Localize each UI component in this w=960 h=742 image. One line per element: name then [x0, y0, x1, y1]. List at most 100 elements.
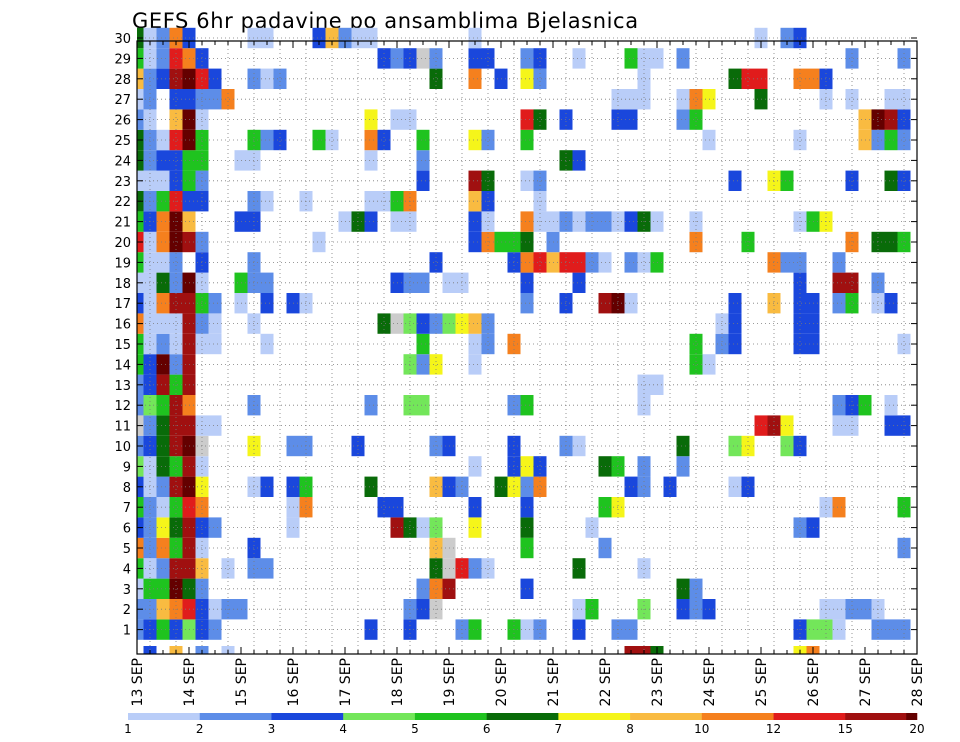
heatmap-cell [169, 27, 183, 49]
y-tick-label: 27 [114, 93, 131, 108]
heatmap-cell [260, 191, 274, 212]
colorbar-segment [845, 713, 918, 720]
heatmap-cell [169, 558, 183, 579]
x-tick-label: 13 SEP [130, 658, 146, 706]
heatmap-cell [481, 129, 495, 151]
x-tick-label: 25 SEP [754, 658, 770, 706]
heatmap-cell [156, 476, 170, 497]
heatmap-cell [156, 374, 170, 395]
heatmap-cell [884, 170, 898, 191]
heatmap-cell [156, 619, 170, 640]
heatmap-cell [416, 150, 430, 171]
heatmap-cell [689, 333, 703, 355]
heatmap-cell [481, 313, 495, 334]
y-tick-label: 26 [114, 114, 131, 129]
colorbar-segment [630, 713, 703, 720]
colorbar-segment [199, 713, 272, 720]
heatmap-cell [793, 293, 807, 314]
x-tick-label: 18 SEP [390, 658, 406, 706]
heatmap-cell [793, 252, 807, 273]
heatmap-cell [845, 293, 859, 314]
x-tick-label: 21 SEP [546, 658, 562, 706]
heatmap-cell [468, 129, 482, 151]
heatmap-cell [208, 333, 222, 355]
heatmap-cell [429, 517, 443, 538]
heatmap-cell [793, 517, 807, 538]
heatmap-cell [260, 27, 274, 49]
heatmap-cell [416, 129, 430, 151]
colorbar-label: 20 [909, 722, 924, 736]
y-tick-label: 4 [123, 562, 131, 577]
heatmap-cell [897, 48, 911, 69]
heatmap-cell [156, 170, 170, 191]
heatmap-cell [520, 211, 534, 232]
heatmap-cell [221, 558, 235, 579]
heatmap-cell [364, 211, 378, 232]
colorbar-label: 15 [838, 722, 853, 736]
heatmap-cell [520, 456, 534, 477]
heatmap-cell [156, 231, 170, 253]
heatmap-cell [156, 27, 170, 49]
colorbar-segment [414, 713, 487, 720]
heatmap-cell [169, 517, 183, 538]
y-tick-label: 18 [114, 277, 131, 292]
colorbar-label: 2 [196, 722, 204, 736]
heatmap-cell [572, 619, 586, 640]
heatmap-cell [221, 89, 235, 110]
heatmap-cell [520, 252, 534, 273]
heatmap-cells [137, 27, 911, 654]
y-tick-label: 5 [123, 542, 131, 557]
heatmap-cell [481, 333, 495, 355]
heatmap-cell [793, 129, 807, 151]
heatmap-cell [637, 252, 651, 273]
heatmap-cell [533, 252, 547, 273]
heatmap-cell [416, 354, 430, 375]
heatmap-cell [585, 517, 599, 538]
heatmap-cell [832, 293, 846, 314]
heatmap-cell [572, 272, 586, 293]
heatmap-cell [520, 68, 534, 89]
heatmap-cell [169, 313, 183, 334]
y-tick-label: 15 [114, 338, 131, 353]
heatmap-cell [572, 48, 586, 69]
heatmap-cell [468, 211, 482, 232]
heatmap-cell [481, 170, 495, 191]
x-tick-label: 26 SEP [806, 658, 822, 706]
heatmap-cell [468, 191, 482, 212]
heatmap-cell [208, 313, 222, 334]
heatmap-cell [156, 129, 170, 151]
heatmap-cell [728, 170, 742, 191]
heatmap-cell [169, 578, 183, 599]
heatmap-cell [156, 272, 170, 293]
heatmap-cell [624, 48, 638, 69]
heatmap-cell [793, 27, 807, 49]
heatmap-cell [377, 313, 391, 334]
y-tick-label: 19 [114, 256, 131, 271]
heatmap-cell [156, 354, 170, 375]
x-tick-label: 27 SEP [858, 658, 874, 706]
heatmap-cell [780, 170, 794, 191]
heatmap-cell [273, 129, 287, 151]
heatmap-cell [169, 456, 183, 477]
heatmap-cell [429, 578, 443, 599]
heatmap-cell [169, 68, 183, 89]
heatmap-cell [156, 293, 170, 314]
x-tick-label: 24 SEP [702, 658, 718, 706]
heatmap-cell [689, 109, 703, 130]
heatmap-cell [533, 476, 547, 497]
heatmap-cell [364, 395, 378, 416]
y-tick-label: 10 [114, 440, 131, 455]
heatmap-cell [832, 252, 846, 273]
x-tick-label: 14 SEP [182, 658, 198, 706]
heatmap-cell [793, 68, 807, 89]
heatmap-cell [208, 293, 222, 314]
heatmap-cell [520, 109, 534, 130]
heatmap-cell [429, 537, 443, 559]
heatmap-cell [741, 476, 755, 497]
heatmap-cell [156, 333, 170, 355]
x-tick-label: 16 SEP [286, 658, 302, 706]
heatmap-cell [416, 272, 430, 293]
y-tick-label: 29 [114, 52, 131, 67]
heatmap-cell [572, 599, 586, 620]
heatmap-cell [377, 48, 391, 69]
